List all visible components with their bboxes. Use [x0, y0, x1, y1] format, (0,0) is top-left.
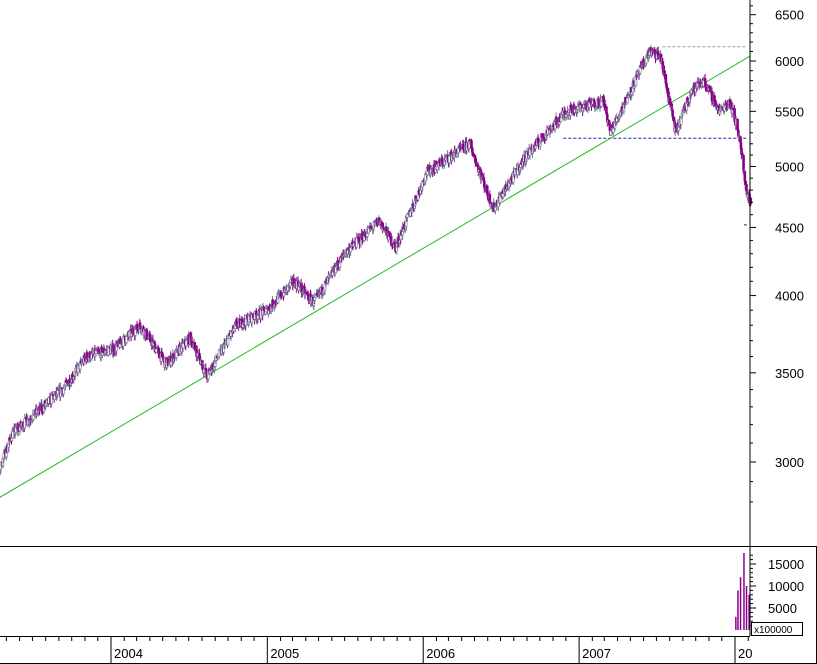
volume-unit-label: x100000 — [754, 625, 793, 636]
candle-body — [668, 98, 672, 104]
candle-body — [564, 114, 568, 118]
candle-body — [501, 193, 505, 198]
candle-body — [661, 61, 665, 70]
year-label: 2004 — [114, 646, 143, 661]
price-tick-label: 5500 — [775, 104, 804, 119]
volume-tick-label: 15000 — [768, 557, 804, 572]
candle-body — [406, 214, 409, 218]
candle-body — [559, 117, 563, 123]
year-label: 2005 — [270, 646, 299, 661]
candle-body — [570, 107, 573, 111]
price-tick-label: 3000 — [775, 455, 804, 470]
price-candles — [0, 45, 753, 476]
candle-body — [385, 226, 388, 232]
candle-body — [181, 343, 185, 349]
candle-body — [217, 349, 221, 357]
price-tick-label: 6500 — [775, 8, 804, 23]
year-label: 2006 — [426, 646, 455, 661]
candle-body — [157, 348, 161, 355]
trendline-group — [0, 55, 751, 498]
candle-body — [666, 89, 669, 93]
candle-body — [609, 130, 613, 136]
candle-body — [62, 388, 65, 395]
candle-body — [148, 334, 152, 342]
price-tick-label: 5000 — [775, 159, 804, 174]
candle-body — [134, 329, 137, 336]
candle-body — [184, 339, 188, 347]
candle-body — [540, 133, 544, 138]
time-ticks: 2004 2005 2006 2007 20 — [5, 636, 752, 664]
candle-body — [232, 328, 236, 332]
candle-body — [338, 262, 342, 268]
volume-unit-box — [751, 622, 803, 636]
price-tick-label: 4500 — [775, 220, 804, 235]
candle-body — [11, 431, 15, 439]
volume-bars — [735, 553, 750, 630]
volume-ticks: 15000 10000 5000 — [750, 554, 804, 627]
candle-body — [262, 306, 266, 311]
price-ticks: 6500 6000 5500 5000 4500 4000 3500 3000 — [750, 5, 804, 503]
candle-body — [349, 247, 352, 253]
level-lines — [563, 46, 747, 226]
year-label: 2007 — [582, 646, 611, 661]
year-label: 20 — [738, 646, 752, 661]
candle-body — [313, 297, 317, 301]
candle-body — [256, 315, 260, 320]
candle-body — [663, 70, 666, 75]
candle-body — [703, 78, 707, 83]
candle-body — [352, 243, 355, 247]
candle-body — [644, 57, 648, 64]
candle-body — [125, 336, 128, 343]
candle-body — [56, 389, 59, 395]
candle-body — [743, 180, 747, 185]
candle-body — [740, 152, 744, 156]
volume-tick-label: 10000 — [768, 579, 804, 594]
candle-body — [226, 338, 230, 346]
candle-body — [74, 368, 77, 371]
candle-body — [447, 155, 451, 163]
candle-body — [672, 117, 675, 121]
volume-tick-label: 5000 — [768, 601, 797, 616]
candle-body — [380, 221, 384, 226]
candle-body — [160, 352, 164, 358]
candle-body — [169, 361, 173, 365]
trendline — [0, 55, 751, 498]
candle-body — [576, 106, 580, 110]
price-tick-label: 6000 — [775, 54, 804, 69]
price-tick-label: 3500 — [775, 366, 804, 381]
candle-body — [8, 437, 12, 441]
price-tick-label: 4000 — [775, 289, 804, 304]
